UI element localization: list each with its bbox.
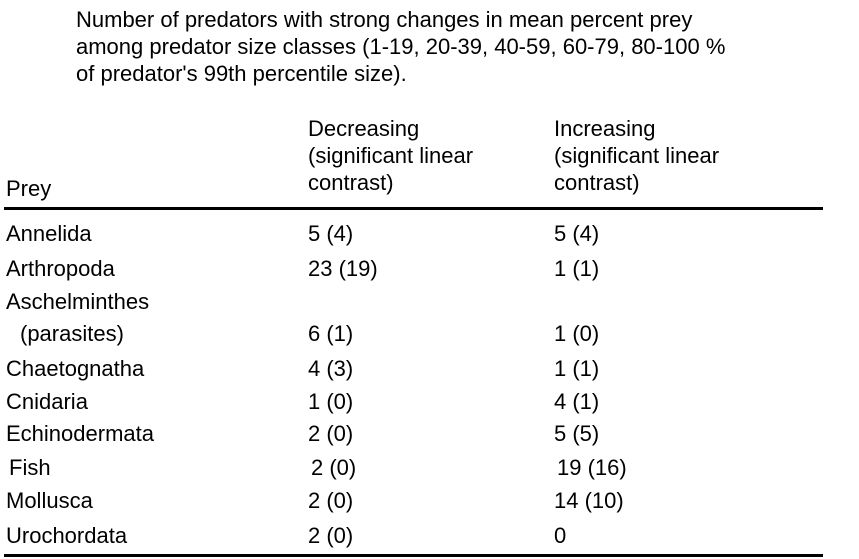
column-header-increasing: Increasing (significant linear contrast) <box>554 116 720 195</box>
increasing-cell: 1 (0) <box>554 321 600 346</box>
decreasing-cell: 2 (0) <box>311 455 357 480</box>
prey-cell: Mollusca <box>6 488 93 513</box>
decreasing-cell: 6 (1) <box>308 321 354 346</box>
prey-cell: Urochordata <box>6 523 128 548</box>
prey-cell: Annelida <box>6 221 92 246</box>
decreasing-cell: 4 (3) <box>308 356 354 381</box>
prey-cell: Chaetognatha <box>6 356 145 381</box>
increasing-cell: 4 (1) <box>554 389 600 414</box>
prey-cell: Aschelminthes <box>6 289 150 314</box>
bottom-rule <box>4 554 823 557</box>
decreasing-cell: 2 (0) <box>308 421 354 446</box>
increasing-cell: 1 (1) <box>554 356 600 381</box>
prey-cell: Arthropoda <box>6 256 115 281</box>
prey-cell: Fish <box>9 455 51 480</box>
prey-cell: Echinodermata <box>6 421 154 446</box>
header-rule <box>4 207 823 210</box>
decreasing-cell: 2 (0) <box>308 523 354 548</box>
column-header-decreasing: Decreasing (significant linear contrast) <box>308 116 474 195</box>
prey-cell: (parasites) <box>20 321 124 346</box>
prey-cell: Cnidaria <box>6 389 88 414</box>
table-caption: Number of predators with strong changes … <box>76 7 726 86</box>
decreasing-cell: 5 (4) <box>308 221 354 246</box>
increasing-cell: 14 (10) <box>554 488 624 513</box>
column-header-prey: Prey <box>6 176 52 201</box>
increasing-cell: 5 (5) <box>554 421 600 446</box>
decreasing-cell: 1 (0) <box>308 389 354 414</box>
increasing-cell: 5 (4) <box>554 221 600 246</box>
decreasing-cell: 23 (19) <box>308 256 378 281</box>
increasing-cell: 19 (16) <box>557 455 627 480</box>
increasing-cell: 0 <box>554 523 567 548</box>
increasing-cell: 1 (1) <box>554 256 600 281</box>
decreasing-cell: 2 (0) <box>308 488 354 513</box>
